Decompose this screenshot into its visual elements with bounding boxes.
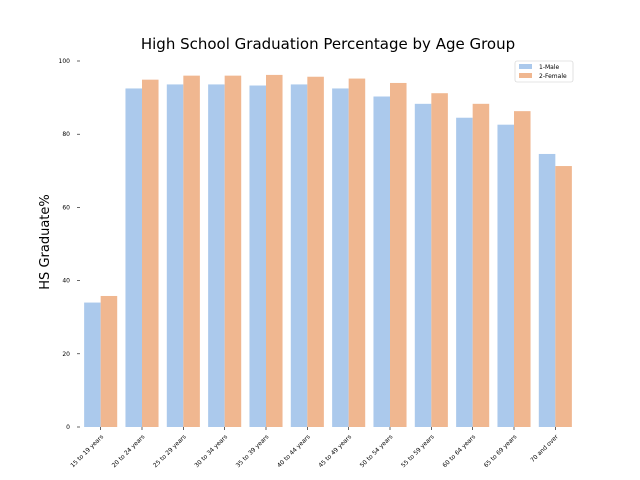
- y-tick-label: 100: [59, 58, 71, 65]
- bar-male: [538, 153, 556, 428]
- x-tick-label: 15 to 19 years: [69, 433, 105, 469]
- legend-swatch: [519, 73, 532, 78]
- bar-male: [166, 84, 184, 427]
- x-tick-label: 50 to 54 years: [359, 433, 395, 469]
- bar-female: [348, 78, 366, 428]
- y-tick-label: 80: [62, 131, 70, 138]
- x-tick-label: 60 to 64 years: [441, 433, 477, 469]
- bar-male: [332, 88, 349, 427]
- bar-male: [373, 96, 390, 427]
- x-tick-label: 25 to 29 years: [152, 433, 188, 469]
- legend: 1-Male 2-Female: [514, 60, 574, 83]
- y-axis-ticks: 0 20 40 60 80 100: [59, 58, 80, 431]
- legend-swatch: [519, 64, 532, 69]
- x-tick-label: 45 to 49 years: [317, 433, 353, 469]
- bar-female: [431, 93, 448, 427]
- bar-female: [514, 111, 531, 427]
- bar-female: [472, 103, 490, 428]
- x-tick-label: 55 to 59 years: [400, 433, 436, 469]
- legend-label: 1-Male: [539, 64, 560, 71]
- bar-male: [290, 84, 308, 427]
- bar-male: [456, 117, 473, 427]
- y-axis-label: HS Graduate%: [38, 194, 53, 289]
- bar-male: [84, 302, 101, 427]
- bar-male: [497, 124, 514, 428]
- x-tick-label: 65 to 69 years: [483, 433, 519, 469]
- bar-female: [100, 295, 118, 427]
- y-tick-label: 0: [66, 424, 70, 431]
- y-tick-label: 20: [62, 351, 70, 358]
- bar-male: [249, 85, 266, 427]
- bar-female: [183, 75, 200, 427]
- bar-female: [555, 166, 572, 428]
- legend-label: 2-Female: [539, 73, 567, 80]
- x-tick-label: 35 to 39 years: [235, 433, 271, 469]
- bars: [84, 74, 572, 428]
- y-tick-label: 40: [62, 278, 70, 285]
- x-tick-label: 30 to 34 years: [193, 433, 229, 469]
- y-tick-label: 60: [62, 204, 70, 211]
- bar-female: [390, 82, 407, 428]
- bar-female: [224, 75, 242, 427]
- x-axis-ticks: 15 to 19 years 20 to 24 years 25 to 29 yea…: [69, 427, 560, 469]
- chart-title: High School Graduation Percentage by Age…: [141, 35, 515, 53]
- x-tick-label: 20 to 24 years: [111, 433, 147, 469]
- bar-male: [208, 84, 225, 427]
- bar-male: [414, 103, 432, 428]
- x-tick-label: 40 to 44 years: [276, 433, 312, 469]
- bar-female: [266, 74, 283, 428]
- bar-male: [125, 88, 142, 427]
- x-tick-label: 70 and over: [529, 433, 560, 464]
- bar-female: [142, 79, 159, 427]
- bar-female: [307, 76, 324, 427]
